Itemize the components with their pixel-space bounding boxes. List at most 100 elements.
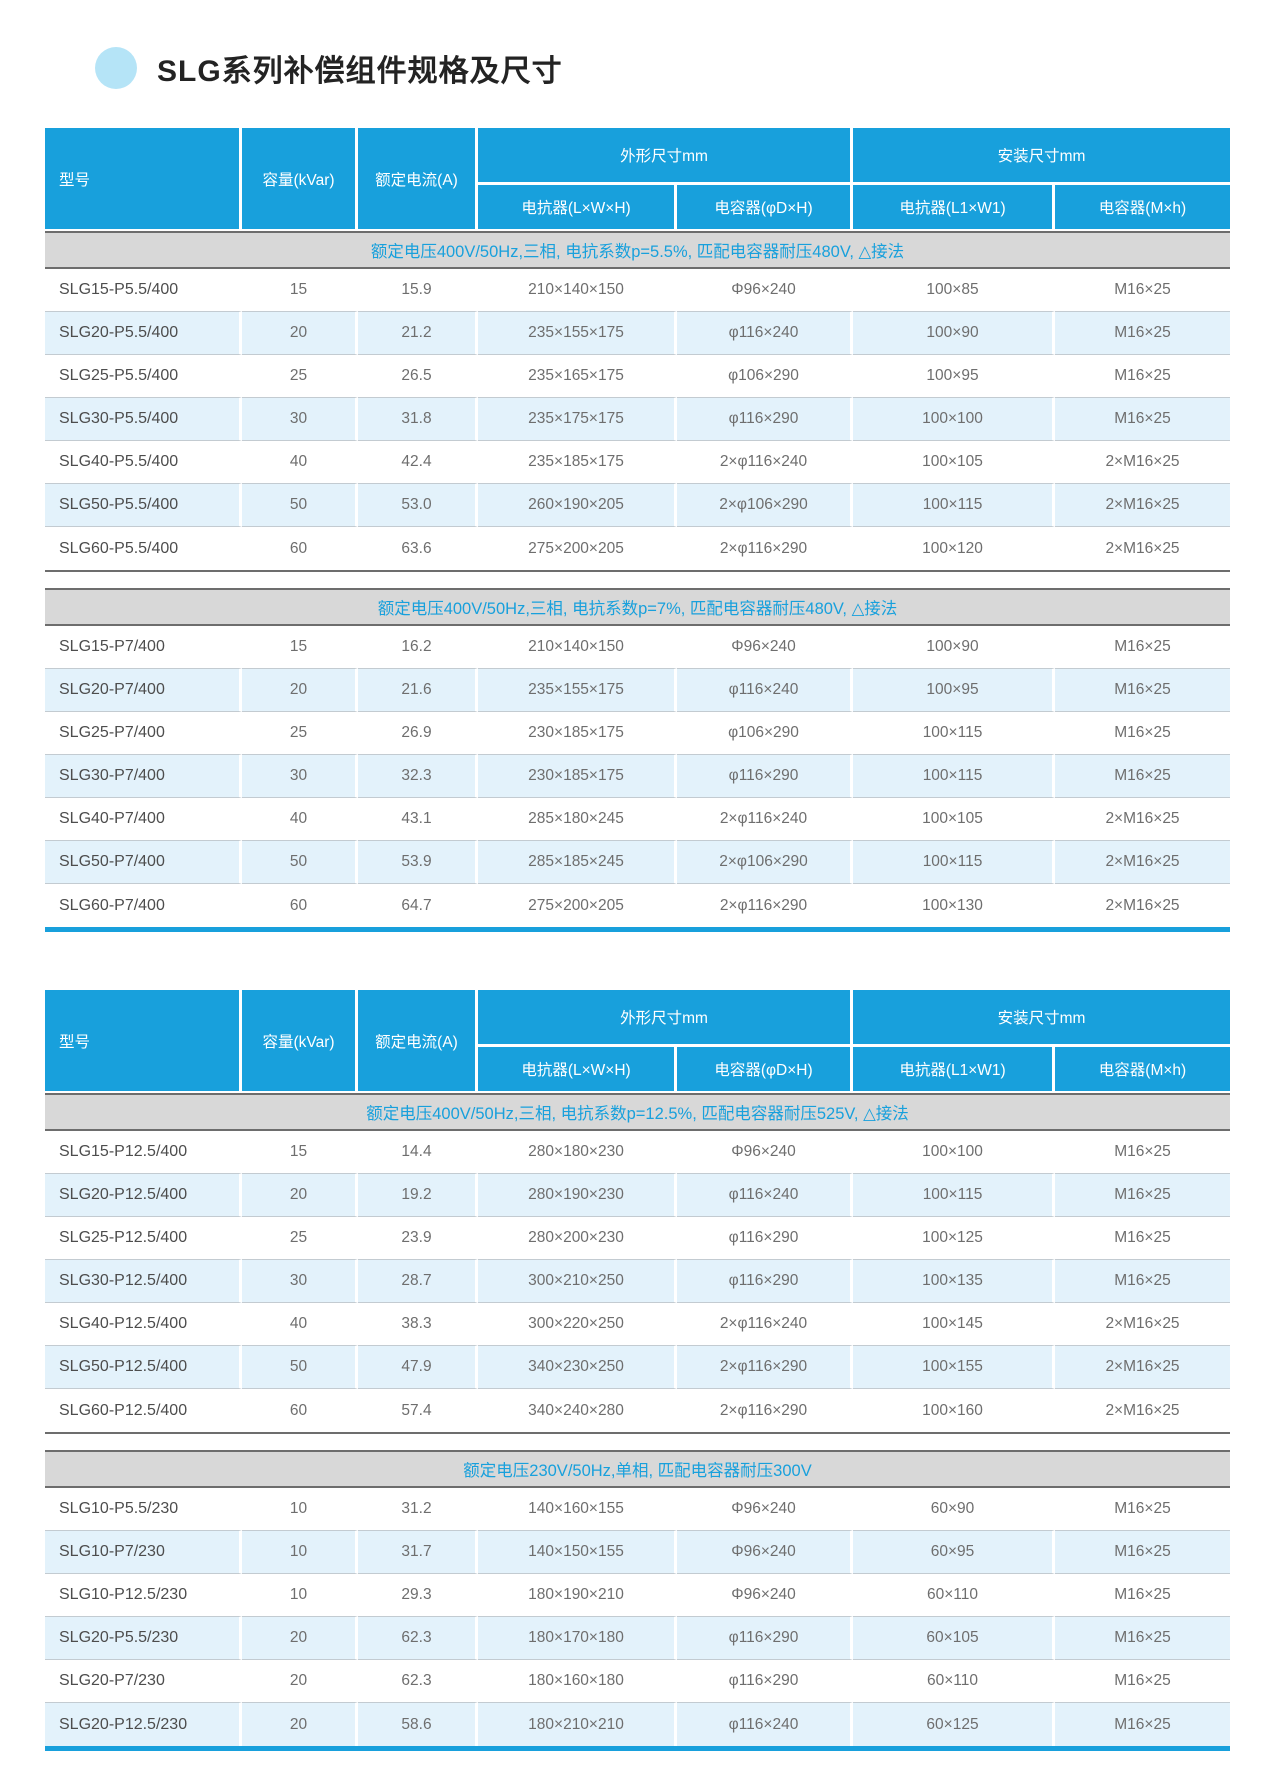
model-cell: SLG20-P5.5/230: [45, 1617, 242, 1660]
mount-capacitor-cell: M16×25: [1055, 712, 1230, 755]
current-cell: 26.5: [358, 355, 478, 398]
outline-capacitor-cell: φ116×290: [677, 398, 853, 441]
current-cell: 64.7: [358, 884, 478, 927]
current-cell: 29.3: [358, 1574, 478, 1617]
mount-capacitor-cell: M16×25: [1055, 355, 1230, 398]
col-header-outline-reactor: 电抗器(L×W×H): [478, 185, 677, 229]
model-cell: SLG60-P7/400: [45, 884, 242, 927]
outline-capacitor-cell: Φ96×240: [677, 1131, 853, 1174]
table-row: SLG15-P5.5/400 15 15.9 210×140×150 Φ96×240 10…: [45, 269, 1230, 312]
outline-reactor-cell: 275×200×205: [478, 884, 677, 927]
outline-capacitor-cell: φ116×290: [677, 1617, 853, 1660]
current-cell: 62.3: [358, 1660, 478, 1703]
section-band: 额定电压400V/50Hz,三相, 电抗系数p=12.5%, 匹配电容器耐压52…: [45, 1093, 1230, 1131]
outline-capacitor-cell: 2×φ106×290: [677, 841, 853, 884]
model-cell: SLG20-P5.5/400: [45, 312, 242, 355]
spec-table-block: 型号 容量(kVar) 额定电流(A) 外形尺寸mm 安装尺寸mm 电抗器(L×…: [45, 128, 1230, 932]
section-band: 额定电压400V/50Hz,三相, 电抗系数p=5.5%, 匹配电容器耐压480…: [45, 231, 1230, 269]
table-section: 额定电压400V/50Hz,三相, 电抗系数p=5.5%, 匹配电容器耐压480…: [45, 231, 1230, 572]
capacity-cell: 25: [242, 712, 358, 755]
table-row: SLG20-P12.5/230 20 58.6 180×210×210 φ116×240…: [45, 1703, 1230, 1746]
mount-reactor-cell: 60×110: [853, 1660, 1055, 1703]
mount-reactor-cell: 100×85: [853, 269, 1055, 312]
current-cell: 15.9: [358, 269, 478, 312]
outline-capacitor-cell: 2×φ106×290: [677, 484, 853, 527]
mount-reactor-cell: 100×120: [853, 527, 1055, 570]
outline-reactor-cell: 340×230×250: [478, 1346, 677, 1389]
mount-reactor-cell: 60×125: [853, 1703, 1055, 1746]
capacity-cell: 50: [242, 1346, 358, 1389]
col-header-mount-capacitor: 电容器(M×h): [1055, 185, 1230, 229]
table-row: SLG25-P12.5/400 25 23.9 280×200×230 φ116×290…: [45, 1217, 1230, 1260]
capacity-cell: 10: [242, 1488, 358, 1531]
table-row: SLG15-P7/400 15 16.2 210×140×150 Φ96×240 100×…: [45, 626, 1230, 669]
outline-capacitor-cell: Φ96×240: [677, 269, 853, 312]
table-row: SLG60-P5.5/400 60 63.6 275×200×205 2×φ116×29…: [45, 527, 1230, 570]
table-row: SLG30-P7/400 30 32.3 230×185×175 φ116×290 100…: [45, 755, 1230, 798]
mount-capacitor-cell: M16×25: [1055, 669, 1230, 712]
col-header-model: 型号: [45, 128, 242, 229]
model-cell: SLG50-P7/400: [45, 841, 242, 884]
col-header-outline-capacitor: 电容器(φD×H): [677, 1047, 853, 1091]
model-cell: SLG30-P5.5/400: [45, 398, 242, 441]
mount-capacitor-cell: M16×25: [1055, 1131, 1230, 1174]
model-cell: SLG20-P12.5/230: [45, 1703, 242, 1746]
mount-capacitor-cell: 2×M16×25: [1055, 484, 1230, 527]
mount-reactor-cell: 60×95: [853, 1531, 1055, 1574]
mount-reactor-cell: 100×115: [853, 712, 1055, 755]
col-header-model: 型号: [45, 990, 242, 1091]
capacity-cell: 40: [242, 441, 358, 484]
col-header-mount-reactor: 电抗器(L1×W1): [853, 185, 1055, 229]
outline-capacitor-cell: φ116×240: [677, 1174, 853, 1217]
current-cell: 38.3: [358, 1303, 478, 1346]
capacity-cell: 20: [242, 1174, 358, 1217]
col-header-current: 额定电流(A): [358, 990, 478, 1091]
mount-capacitor-cell: 2×M16×25: [1105, 896, 1180, 914]
mount-capacitor-cell: M16×25: [1055, 1660, 1230, 1703]
mount-reactor-cell: 100×105: [853, 441, 1055, 484]
outline-capacitor-cell: φ116×240: [677, 1703, 853, 1746]
capacity-cell: 30: [242, 398, 358, 441]
spec-table-block: 型号 容量(kVar) 额定电流(A) 外形尺寸mm 安装尺寸mm 电抗器(L×…: [45, 990, 1230, 1751]
current-cell: 58.6: [358, 1703, 478, 1746]
current-cell: 16.2: [358, 626, 478, 669]
outline-capacitor-cell: φ116×290: [677, 1660, 853, 1703]
mount-reactor-cell: 100×90: [853, 626, 1055, 669]
table-section: 额定电压400V/50Hz,三相, 电抗系数p=7%, 匹配电容器耐压480V,…: [45, 588, 1230, 927]
current-cell: 31.7: [358, 1531, 478, 1574]
outline-reactor-cell: 285×185×245: [478, 841, 677, 884]
table-row: SLG50-P5.5/400 50 53.0 260×190×205 2×φ106×29…: [45, 484, 1230, 527]
mount-reactor-cell: 100×95: [853, 355, 1055, 398]
outline-capacitor-cell: φ116×290: [677, 1260, 853, 1303]
mount-capacitor-cell: 2×M16×25: [1105, 539, 1180, 557]
outline-capacitor-cell: φ116×240: [677, 669, 853, 712]
capacity-cell: 10: [242, 1531, 358, 1574]
mount-capacitor-cell: M16×25: [1055, 1174, 1230, 1217]
model-cell: SLG25-P5.5/400: [45, 355, 242, 398]
model-cell: SLG20-P7/230: [45, 1660, 242, 1703]
mount-reactor-cell: 100×100: [853, 1131, 1055, 1174]
capacity-cell: 60: [242, 527, 358, 570]
outline-capacitor-cell: Φ96×240: [677, 1574, 853, 1617]
outline-reactor-cell: 180×170×180: [478, 1617, 677, 1660]
model-cell: SLG10-P7/230: [45, 1531, 242, 1574]
outline-reactor-cell: 235×165×175: [478, 355, 677, 398]
model-cell: SLG40-P5.5/400: [45, 441, 242, 484]
model-cell: SLG10-P12.5/230: [45, 1574, 242, 1617]
capacity-cell: 20: [242, 1660, 358, 1703]
table-row: SLG10-P12.5/230 10 29.3 180×190×210 Φ96×240 6…: [45, 1574, 1230, 1617]
current-cell: 21.6: [358, 669, 478, 712]
mount-reactor-cell: 100×115: [853, 841, 1055, 884]
capacity-cell: 10: [242, 1574, 358, 1617]
current-cell: 63.6: [358, 527, 478, 570]
mount-capacitor-cell: M16×25: [1055, 269, 1230, 312]
capacity-cell: 60: [242, 1389, 358, 1432]
mount-capacitor-cell: M16×25: [1055, 626, 1230, 669]
table-row: SLG15-P12.5/400 15 14.4 280×180×230 Φ96×240 1…: [45, 1131, 1230, 1174]
table-row: SLG20-P7/230 20 62.3 180×160×180 φ116×290 60×…: [45, 1660, 1230, 1703]
col-header-mount-capacitor: 电容器(M×h): [1055, 1047, 1230, 1091]
model-cell: SLG15-P5.5/400: [45, 269, 242, 312]
capacity-cell: 25: [242, 1217, 358, 1260]
mount-reactor-cell: 100×145: [853, 1303, 1055, 1346]
table-row: SLG20-P5.5/400 20 21.2 235×155×175 φ116×240 1…: [45, 312, 1230, 355]
